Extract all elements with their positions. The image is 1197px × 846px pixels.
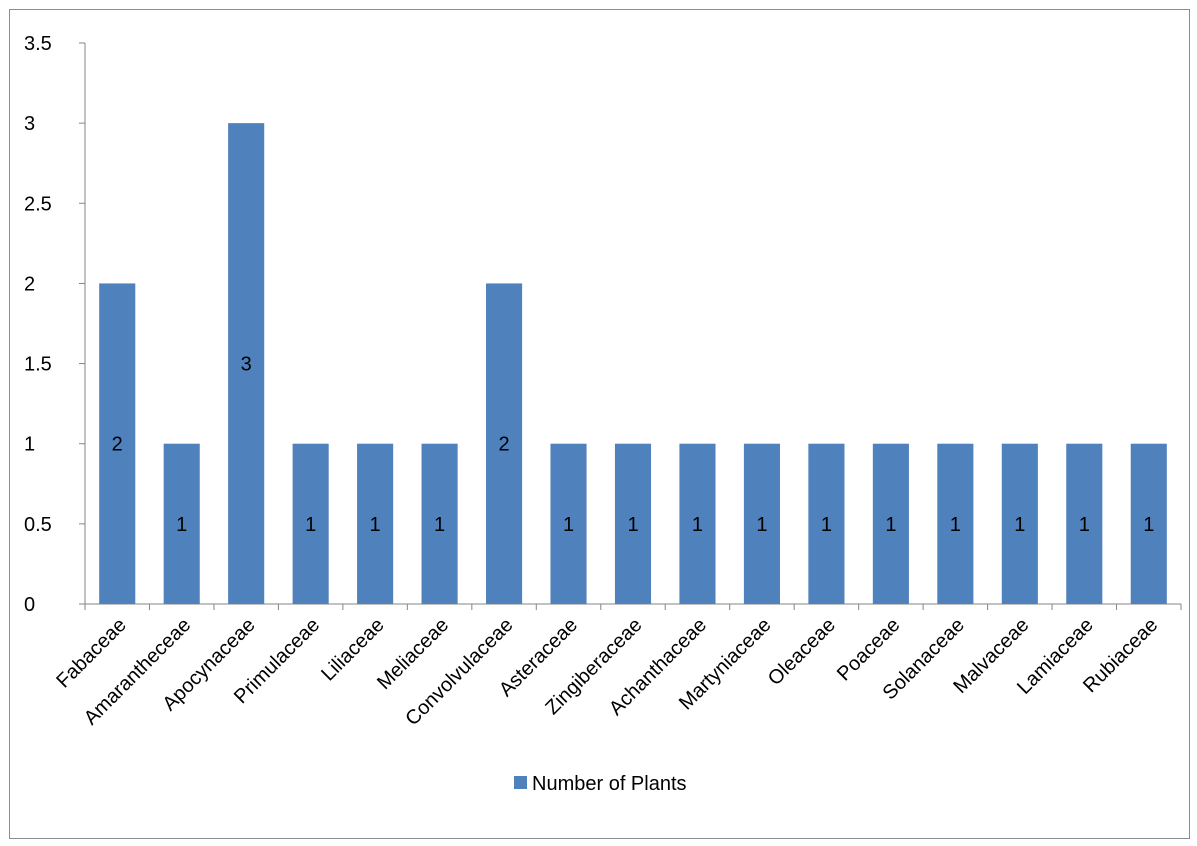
y-tick-label: 3 (24, 113, 35, 135)
bar (743, 443, 780, 604)
data-label: 2 (112, 434, 123, 456)
legend: Number of Plants (514, 773, 687, 795)
data-label: 1 (627, 514, 638, 536)
data-label: 1 (756, 514, 767, 536)
data-label: 1 (821, 514, 832, 536)
data-label: 1 (176, 514, 187, 536)
bar (421, 443, 458, 604)
y-tick-label: 2.5 (24, 193, 52, 215)
y-tick-labels: 0 0.5 1 1.5 2 2.5 3 3.5 (24, 33, 52, 616)
bar (1001, 443, 1038, 604)
y-tick-label: 2 (24, 273, 35, 295)
data-label: 1 (950, 514, 961, 536)
bar (292, 443, 329, 604)
bar (1130, 443, 1167, 604)
y-tick-label: 0.5 (24, 514, 52, 536)
data-label: 1 (370, 514, 381, 536)
data-label: 1 (692, 514, 703, 536)
bar (937, 443, 974, 604)
x-tick-label: Oleaceae (764, 614, 840, 690)
bar (872, 443, 909, 604)
data-label: 1 (434, 514, 445, 536)
bar (163, 443, 200, 604)
data-label: 1 (305, 514, 316, 536)
bar (228, 123, 265, 605)
bar (99, 283, 136, 604)
bar (614, 443, 652, 604)
data-label: 1 (885, 514, 896, 536)
bar (486, 283, 523, 604)
bar (357, 443, 394, 604)
data-label: 1 (1014, 514, 1025, 536)
y-tick-label: 1 (24, 434, 35, 456)
data-label: 1 (1079, 514, 1090, 536)
bar (1066, 443, 1103, 604)
data-label: 1 (1143, 514, 1154, 536)
data-labels: 2 1 3 1 1 1 2 1 1 1 1 1 1 1 1 1 1 (112, 354, 1155, 536)
chart-frame (9, 9, 1190, 839)
legend-swatch (514, 776, 527, 789)
data-label: 2 (498, 434, 509, 456)
y-tick-label: 1.5 (24, 354, 52, 376)
y-tick-label: 0 (24, 594, 35, 616)
data-label: 3 (241, 354, 252, 376)
data-label: 1 (563, 514, 574, 536)
bar (808, 443, 845, 604)
bar (679, 443, 716, 604)
y-tick-label: 3.5 (24, 33, 52, 55)
bars (99, 123, 1167, 605)
x-tick-labels: FabaceaeAmarantheceaeApocynaceaePrimulac… (52, 614, 1162, 730)
legend-label: Number of Plants (532, 773, 687, 795)
bar (550, 443, 587, 604)
